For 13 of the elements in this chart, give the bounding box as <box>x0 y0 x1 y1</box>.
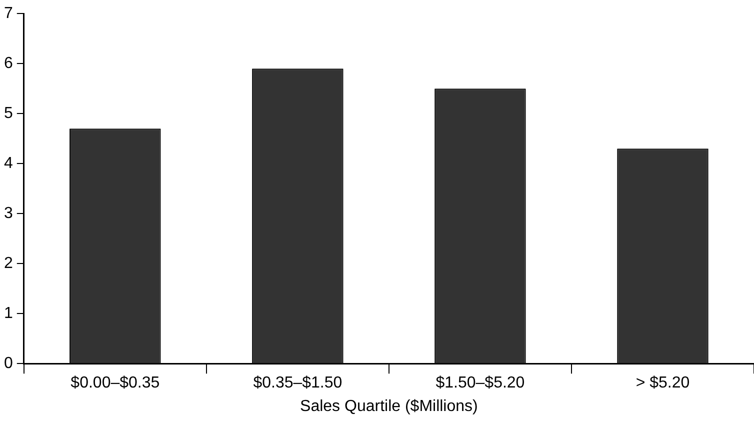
y-tick-label: 6 <box>4 55 13 72</box>
y-tick-label: 3 <box>4 205 13 222</box>
x-tick-label: $1.50–$5.20 <box>436 374 525 392</box>
y-tick-label: 1 <box>4 305 13 322</box>
y-tick-label: 4 <box>4 155 13 172</box>
y-tick-label: 2 <box>4 255 13 272</box>
x-axis-title: Sales Quartile ($Millions) <box>300 398 478 415</box>
y-tick-label: 7 <box>4 5 13 22</box>
x-tick-label: $0.35–$1.50 <box>253 374 342 392</box>
x-tick-label: > $5.20 <box>636 374 690 392</box>
x-tick-label: $0.00–$0.35 <box>70 374 160 392</box>
y-tick-label: 5 <box>4 105 13 122</box>
y-tick-label: 0 <box>4 355 13 372</box>
